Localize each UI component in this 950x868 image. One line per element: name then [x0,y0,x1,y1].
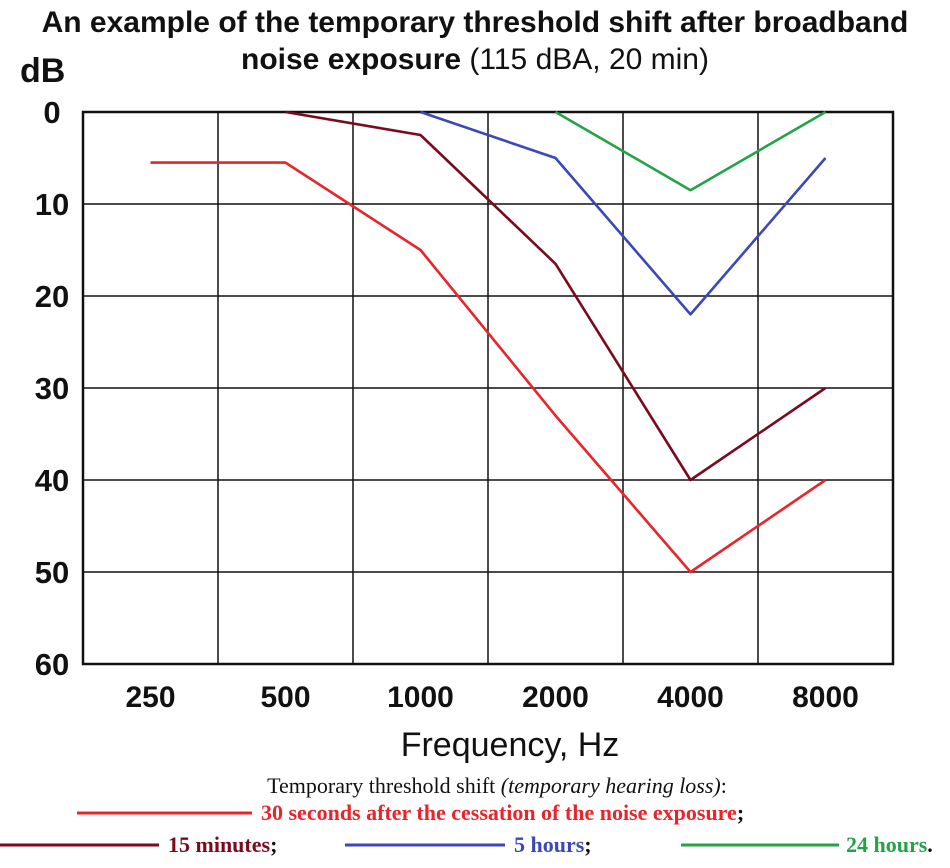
series-line-4 [554,110,827,192]
x-tick-label: 250 [125,681,175,714]
y-tick-label: 60 [35,647,69,682]
legend-entry-suffix: ; [737,800,744,825]
x-axis-label: Frequency, Hz [401,726,620,764]
x-tick-label: 4000 [657,681,724,714]
x-tick-label: 1000 [387,681,454,714]
y-tick-label: 0 [43,95,60,130]
legend-entry-label: 30 seconds after the cessation of the no… [261,800,737,825]
legend-entry-label: 15 minutes [168,832,271,857]
y-tick-label: 40 [35,463,69,498]
y-tick-label: 30 [35,371,69,406]
legend-entry-label: 24 hours [846,832,928,857]
chart-title-detail: (115 dBA, 20 min) [469,43,709,76]
legend-caption: Temporary threshold shift (temporary hea… [267,773,727,798]
legend-entry-4: 24 hours. [846,832,933,857]
legend-caption-text: Temporary threshold shift [267,773,495,798]
y-axis-label: dB [20,52,65,90]
legend-entry-1: 30 seconds after the cessation of the no… [261,800,744,825]
grid [81,110,895,666]
y-tick-labels: 0 10 20 30 40 50 60 [35,95,69,682]
legend-entry-2: 15 minutes; [168,832,277,857]
legend-caption-italic: (temporary hearing loss) [501,773,721,798]
series-line-3 [420,110,827,316]
x-tick-label: 500 [260,681,310,714]
chart-title-main: An example of the temporary threshold sh… [41,6,909,76]
y-tick-label: 50 [35,555,69,590]
plot-frame [81,110,895,666]
series-line-1 [150,161,827,574]
legend: 30 seconds after the cessation of the no… [0,800,933,857]
x-tick-labels: 250 500 1000 2000 4000 8000 [125,681,858,714]
legend-entry-suffix: . [927,832,933,857]
legend-caption-end: : [721,773,727,798]
legend-entry-suffix: ; [270,832,277,857]
legend-entry-label: 5 hours [514,832,585,857]
x-tick-label: 2000 [522,681,589,714]
chart-title: An example of the temporary threshold sh… [0,4,950,78]
y-tick-label: 10 [35,187,69,222]
series-line-2 [285,110,827,482]
x-tick-label: 8000 [792,681,859,714]
legend-entry-3: 5 hours; [514,832,592,857]
legend-entry-suffix: ; [584,832,591,857]
y-tick-label: 20 [35,279,69,314]
series-lines [150,110,827,574]
